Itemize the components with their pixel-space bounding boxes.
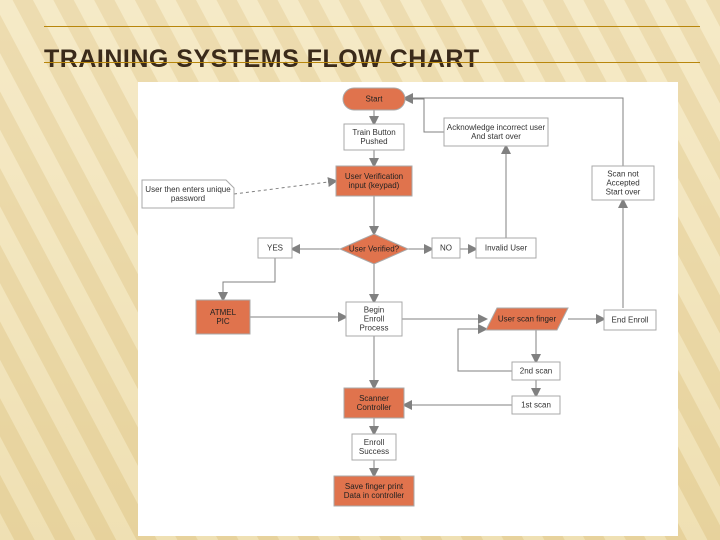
flow-node-label: Enroll: [364, 438, 385, 447]
flow-node-label: Success: [359, 447, 389, 456]
flow-node-label: User Verification: [345, 172, 403, 181]
flow-node-label: ATMEL: [210, 308, 237, 317]
flow-node-invalid: Invalid User: [476, 238, 536, 258]
flow-node-label: NO: [440, 244, 452, 253]
flow-node-enroll_succ: EnrollSuccess: [352, 434, 396, 460]
flow-node-scan1: 1st scan: [512, 396, 560, 414]
flow-node-label: Process: [360, 324, 389, 333]
flow-node-label: Pushed: [360, 137, 387, 146]
flow-node-label: password: [171, 194, 205, 203]
flow-node-label: YES: [267, 244, 283, 253]
flow-node-label: Start over: [606, 188, 641, 197]
flow-node-atmel: ATMELPIC: [196, 300, 250, 334]
flow-node-label: User then enters unique: [145, 185, 231, 194]
flow-node-save_print: Save finger printData in controller: [334, 476, 414, 506]
flow-node-pw_note: User then enters uniquepassword: [142, 180, 234, 208]
page-title: TRAINING SYSTEMS FLOW CHART: [44, 45, 480, 74]
flow-node-label: Scan not: [607, 170, 639, 179]
flow-node-label: Invalid User: [485, 244, 528, 253]
flow-node-label: Start: [366, 95, 384, 104]
flow-node-no_lbl: NO: [432, 238, 460, 258]
flow-node-verified_q: User Verified?: [340, 234, 408, 264]
flow-node-label: Scanner: [359, 394, 389, 403]
flow-node-label: 2nd scan: [520, 367, 552, 376]
flow-node-scan2: 2nd scan: [512, 362, 560, 380]
flow-edge: [223, 258, 275, 300]
flow-node-label: Enroll: [364, 315, 385, 324]
flow-node-label: 1st scan: [521, 401, 551, 410]
flow-node-start: Start: [343, 88, 405, 110]
flow-edge: [234, 181, 336, 194]
title-rule-top: [44, 26, 700, 27]
flow-node-label: Begin: [364, 306, 384, 315]
flow-node-label: Data in controller: [344, 491, 405, 500]
flow-edge: [458, 329, 512, 371]
flow-node-label: Train Button: [352, 128, 395, 137]
flow-node-label: Controller: [357, 403, 392, 412]
flow-node-label: PIC: [216, 317, 230, 326]
flow-node-scanner_ctrl: ScannerController: [344, 388, 404, 418]
flowchart-panel: Start Train ButtonPushed User then enters …: [138, 82, 678, 536]
flow-node-ack_incorrect: Acknowledge incorrect userAnd start over: [444, 118, 548, 146]
flow-node-label: End Enroll: [612, 316, 649, 325]
flow-node-label: Acknowledge incorrect user: [447, 123, 546, 132]
title-rule-bottom: [44, 62, 700, 63]
flow-node-label: Save finger print: [345, 482, 404, 491]
flow-edge: [405, 99, 444, 132]
flow-node-scan_finger: User scan finger: [486, 308, 568, 330]
flow-node-label: And start over: [471, 132, 521, 141]
flow-node-begin_enroll: BeginEnrollProcess: [346, 302, 402, 336]
flow-node-label: User Verified?: [349, 245, 400, 254]
slide: TRAINING SYSTEMS FLOW CHART Start Train B…: [0, 0, 720, 540]
flow-node-label: input (keypad): [349, 181, 400, 190]
flow-node-label: User scan finger: [498, 315, 557, 324]
flow-node-scan_not_acc: Scan notAcceptedStart over: [592, 166, 654, 200]
flow-node-label: Accepted: [606, 179, 639, 188]
flow-node-yes_lbl: YES: [258, 238, 292, 258]
flowchart-svg: Start Train ButtonPushed User then enters …: [138, 82, 678, 536]
flow-node-user_verif: User Verificationinput (keypad): [336, 166, 412, 196]
flow-node-end_enroll: End Enroll: [604, 310, 656, 330]
flow-node-train_btn: Train ButtonPushed: [344, 124, 404, 150]
